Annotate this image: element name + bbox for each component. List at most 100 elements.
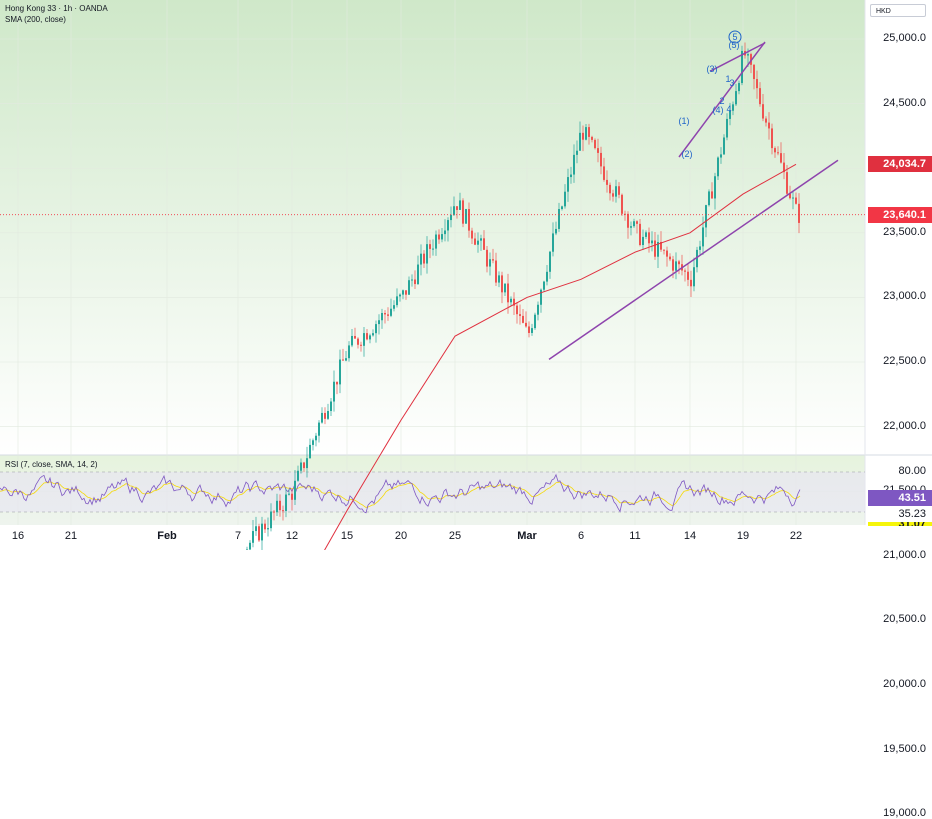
candle-body (633, 221, 635, 227)
candle-body (540, 289, 542, 305)
symbol-title[interactable]: Hong Kong 33 · 1h · OANDA (5, 4, 108, 13)
candle-body (426, 244, 428, 264)
candle-body (723, 137, 725, 155)
candle-body (297, 470, 299, 481)
candle-body (750, 54, 752, 65)
sma-200-line (324, 163, 797, 550)
candle-body (447, 220, 449, 231)
candle-body (441, 234, 443, 240)
candle-body (573, 154, 575, 175)
rsi-line (0, 473, 801, 514)
candle-body (486, 249, 488, 267)
price-tick: 22,500.0 (883, 355, 926, 367)
indicator-legend-rsi[interactable]: RSI (7, close, SMA, 14, 2) (5, 460, 98, 469)
candle-body (564, 191, 566, 207)
candle-body (612, 193, 614, 197)
candle-body (555, 228, 557, 234)
candle-body (405, 290, 407, 295)
rsi-value-label: 43.51 (868, 490, 932, 506)
rsi-sma-line (0, 481, 801, 508)
candle-body (306, 458, 308, 469)
candle-body (795, 197, 797, 204)
candle-body (765, 118, 767, 123)
time-tick: 6 (577, 530, 585, 542)
candle-body (288, 493, 290, 495)
rsi-sma-value-label: 35.23 (866, 508, 926, 520)
candle-body (369, 335, 371, 340)
candle-body (570, 174, 572, 178)
candle-body (513, 298, 515, 306)
candle-body (264, 523, 266, 530)
candle-body (411, 279, 413, 281)
candle-body (717, 157, 719, 177)
candle-body (420, 253, 422, 265)
candle-body (276, 500, 278, 513)
rsi-tick-80: 80.00 (898, 465, 926, 477)
candle-body (300, 462, 302, 471)
candle-body (483, 238, 485, 250)
time-tick: 15 (340, 530, 354, 542)
candle-body (423, 253, 425, 264)
candle-body (561, 206, 563, 210)
candle-body (594, 139, 596, 149)
candle-body (726, 118, 728, 138)
elliott-wave-label: 5 (732, 32, 737, 42)
candle-body (273, 511, 275, 513)
candle-body (417, 264, 419, 285)
candle-body (558, 209, 560, 229)
candle-body (396, 296, 398, 306)
candle-body (792, 197, 794, 199)
candle-body (354, 335, 356, 339)
currency-selector[interactable]: HKD (870, 4, 926, 17)
indicator-legend-sma[interactable]: SMA (200, close) (5, 15, 66, 24)
candle-body (798, 203, 800, 223)
candle-body (315, 435, 317, 441)
elliott-wave-label: 1 (725, 74, 730, 84)
time-tick: 21 (64, 530, 78, 542)
candle-body (291, 493, 293, 500)
candle-body (258, 526, 260, 541)
candle-body (537, 304, 539, 315)
wedge-upper-line (709, 42, 766, 72)
candle-body (720, 154, 722, 158)
rsi-band (0, 472, 865, 512)
candle-body (657, 241, 659, 257)
candle-body (546, 271, 548, 282)
candle-body (672, 259, 674, 271)
candle-body (615, 186, 617, 197)
candle-body (249, 542, 251, 550)
price-tick: 19,500.0 (883, 742, 926, 755)
candle-body (732, 104, 734, 111)
candle-body (330, 401, 332, 412)
candle-body (294, 480, 296, 500)
candle-body (552, 233, 554, 252)
candle-body (498, 275, 500, 283)
time-tick: 11 (629, 530, 641, 542)
candle-body (696, 249, 698, 268)
price-tick: 23,000.0 (883, 290, 926, 303)
candle-body (684, 270, 686, 272)
candle-body (669, 256, 671, 260)
candle-body (366, 333, 368, 340)
time-tick: 25 (448, 530, 462, 542)
candle-body (342, 359, 344, 361)
candle-body (771, 128, 773, 149)
candle-body (267, 528, 269, 530)
candle-body (255, 526, 257, 532)
candle-body (303, 462, 305, 469)
candle-body (318, 422, 320, 436)
candle-body (711, 191, 713, 199)
candle-body (333, 381, 335, 402)
wedge-lower-line (678, 41, 766, 158)
candle-body (375, 324, 377, 334)
rsi-pane (0, 471, 865, 514)
candle-body (408, 280, 410, 295)
candle-body (336, 381, 338, 385)
price-tick: 24,500.0 (883, 96, 926, 109)
price-tick: 21,000.0 (883, 548, 926, 561)
time-tick: 16 (11, 530, 25, 542)
candle-body (606, 179, 608, 185)
candle-body (528, 326, 530, 333)
